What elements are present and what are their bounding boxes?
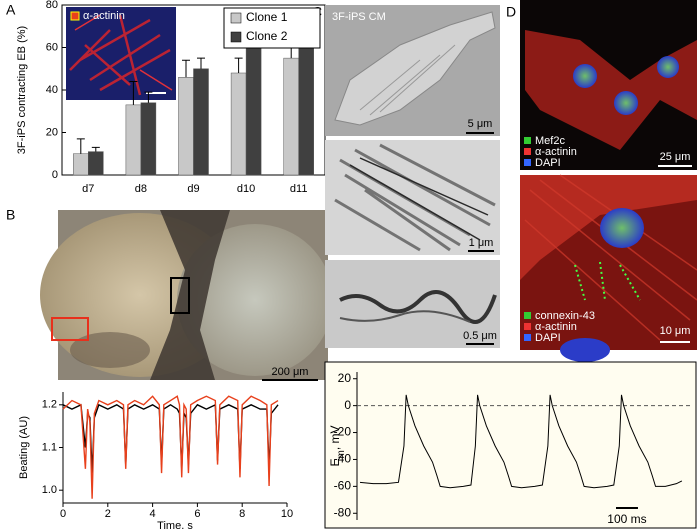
y-tick-label: 1.0 (42, 484, 57, 496)
error-bar (91, 146, 100, 152)
x-tick-label: d7 (82, 183, 94, 195)
bar (193, 68, 209, 176)
bar (73, 153, 89, 176)
x-tick-label: d10 (237, 183, 255, 195)
bar (88, 151, 104, 176)
line-series (359, 394, 683, 489)
bar (230, 72, 247, 176)
x-tick-label: 4 (150, 508, 156, 520)
y-axis-label: Beating (AU) (18, 416, 30, 479)
y-tick-label: -60 (334, 479, 352, 493)
scale-label: 0.5 μm (463, 330, 497, 342)
panel-label: A (6, 2, 16, 18)
y-tick-label: 0 (344, 398, 351, 412)
inset-image: α-actinin (66, 7, 176, 100)
y-axis-label-part: E (328, 459, 342, 467)
y-tick-label: 40 (46, 84, 58, 96)
x-tick-label: 8 (239, 508, 245, 520)
x-tick-label: 2 (105, 508, 111, 520)
y-tick-label: 1.2 (42, 399, 57, 411)
x-tick-label: 0 (60, 508, 66, 520)
scale-label: 10 μm (660, 325, 691, 337)
y-tick-label: -80 (334, 505, 352, 519)
legend-label: α-actinin (535, 146, 577, 158)
y-axis-label: 3F-iPS contracting EB (%) (16, 26, 28, 154)
panel-label: B (6, 207, 15, 223)
x-tick-label: 6 (194, 508, 200, 520)
scale-label: 5 μm (468, 118, 493, 130)
bar (140, 102, 157, 176)
y-tick-label: -20 (334, 425, 352, 439)
y-tick-label: 20 (46, 126, 58, 138)
legend-label: DAPI (535, 157, 561, 169)
legend-swatch (230, 31, 242, 43)
scale-label: 25 μm (660, 151, 691, 163)
legend-label: α-actinin (535, 321, 577, 333)
error-bar (76, 138, 85, 154)
scale-bar-label: 100 ms (607, 512, 646, 526)
y-axis-label: Em, mV (328, 425, 347, 466)
scale-label: 1 μm (469, 237, 494, 249)
y-tick-label: 80 (46, 0, 58, 11)
plot-frame (324, 361, 697, 529)
legend-label: DAPI (535, 332, 561, 344)
line-series (62, 403, 279, 474)
legend-label: Mef2c (535, 135, 565, 147)
legend-label: Clone 1 (246, 10, 288, 24)
y-axis-label-part: m (336, 450, 347, 458)
legend-label: Clone 2 (246, 29, 288, 43)
error-bar (234, 57, 243, 73)
legend-swatch (230, 12, 242, 24)
y-tick-label: 1.1 (42, 441, 57, 453)
scale-label: 200 μm (272, 366, 309, 378)
image-title: 3F-iPS CM (332, 11, 386, 23)
bar (245, 36, 262, 176)
error-bar (182, 59, 190, 78)
fluorescence-image: Mef2c α-actinin DAPI 25 μm (520, 0, 697, 170)
x-axis-label: Time, s (157, 520, 193, 529)
error-bar (129, 81, 138, 105)
error-bar (197, 57, 205, 69)
x-tick-label: d11 (290, 183, 308, 195)
y-tick-label: -40 (334, 452, 352, 466)
legend-label: connexin-43 (535, 310, 595, 322)
y-tick-label: 20 (338, 371, 352, 385)
bar (283, 57, 299, 176)
bar (178, 77, 194, 176)
x-tick-label: d9 (187, 183, 199, 195)
line-series (62, 395, 279, 499)
bar (125, 104, 142, 176)
inset-label: α-actinin (83, 10, 125, 22)
y-tick-label: 60 (46, 41, 58, 53)
em-image: 0.5 μm (325, 260, 500, 348)
em-image: 5 μm 3F-iPS CM (325, 5, 500, 136)
x-tick-label: d8 (135, 183, 147, 195)
error-bar (144, 91, 153, 103)
panel-label: D (506, 4, 516, 20)
micrograph: 200 μm (40, 210, 333, 381)
y-axis-label-part: , mV (328, 425, 342, 450)
em-image: 1 μm (325, 140, 500, 255)
fluorescence-image: connexin-43 α-actinin DAPI 10 μm (520, 174, 697, 362)
y-tick-label: 0 (52, 169, 58, 181)
x-tick-label: 10 (281, 508, 293, 520)
